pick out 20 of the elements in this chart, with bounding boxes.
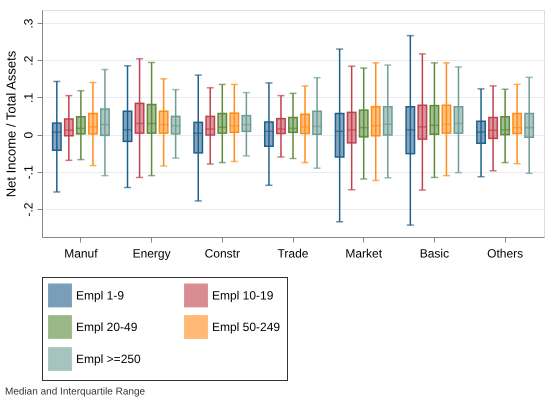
- x-tick-label: Energy: [132, 246, 171, 260]
- text: Median and Interquartile Range: [5, 386, 146, 398]
- x-tick-label: Manuf: [64, 246, 98, 260]
- y-tick-label: 0: [22, 132, 36, 139]
- x-tick-label: Others: [487, 246, 524, 260]
- legend-label: Empl 20-49: [76, 320, 138, 334]
- legend-label: Empl >=250: [76, 352, 142, 366]
- legend-label: Empl 50-249: [212, 320, 280, 334]
- y-tick-label: -.2: [22, 202, 36, 217]
- y-tick-label: .1: [22, 92, 36, 103]
- legend-label: Empl 1-9: [76, 288, 124, 302]
- x-tick-label: Trade: [278, 246, 309, 260]
- y-tick-label: -.1: [22, 165, 36, 180]
- legend-label: Empl 10-19: [212, 288, 274, 302]
- x-tick-label: Constr: [204, 246, 240, 260]
- y-tick-label: .2: [22, 55, 36, 66]
- y-tick-label: .3: [22, 18, 36, 29]
- y-axis-title: Net Income / Total Assets: [4, 50, 18, 198]
- x-tick-label: Market: [345, 246, 383, 260]
- x-tick-label: Basic: [420, 246, 450, 260]
